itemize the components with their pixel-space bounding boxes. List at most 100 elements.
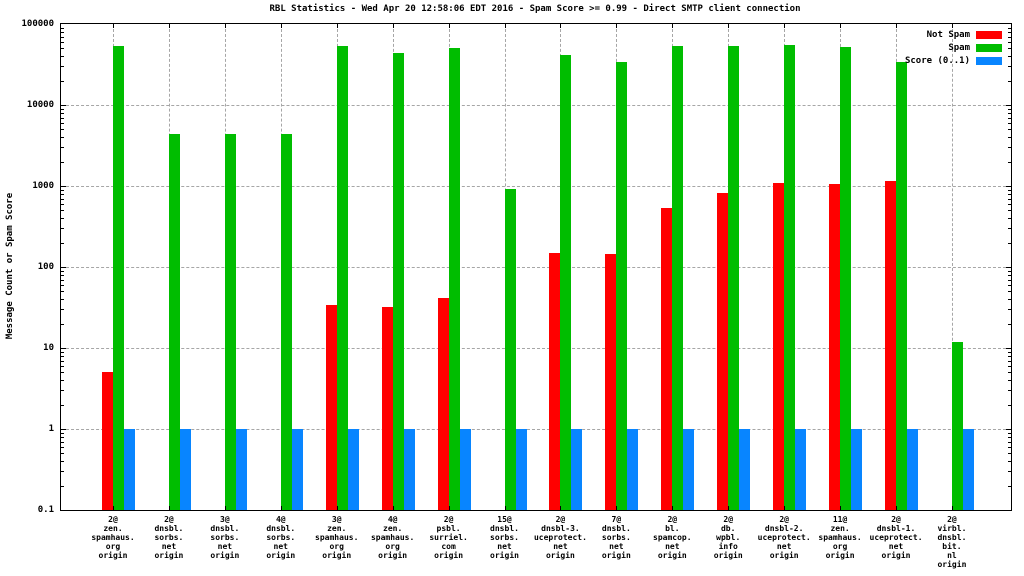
bar-not-spam-13 [773,182,785,510]
bar-not-spam-11 [661,208,673,510]
x-tick-label-11: 2@ bl. spamcop. net origin [653,515,692,560]
bar-not-spam-12 [717,192,729,510]
y-minor-tick-left [61,80,64,82]
y-minor-tick-left [61,31,64,33]
y-minor-tick-right [1008,80,1011,82]
bar-score-4 [291,429,303,510]
bar-score-14 [851,429,863,510]
y-minor-tick-right [1008,380,1011,382]
legend-swatch-not-spam-icon [976,30,1002,39]
x-tick-top-15 [896,24,898,28]
y-minor-tick-right [1008,365,1011,367]
x-tick-top-16 [951,24,953,28]
y-tick-label-100: 100 [37,262,54,272]
y-minor-tick-right [1008,189,1011,191]
y-minor-tick-right [1008,309,1011,311]
y-major-tick-left-10000 [61,105,66,106]
bar-not-spam-7 [437,297,449,510]
y-minor-tick-left [61,137,64,139]
y-minor-tick-left [61,66,64,68]
y-minor-tick-left [61,198,64,200]
y-minor-tick-right [1008,360,1011,362]
y-minor-tick-left [61,441,64,443]
bar-not-spam-6 [381,307,393,510]
y-minor-tick-left [61,218,64,220]
y-minor-tick-right [1008,323,1011,325]
y-minor-tick-left [61,453,64,455]
h-gridline-1000 [61,186,1011,187]
x-tick-top-7 [448,24,450,28]
x-tick-label-16: 2@ virbl. dnsbl. bit. nl origin [937,515,967,569]
x-tick-top-3 [224,24,226,28]
legend-swatch-spam-icon [976,43,1002,52]
bar-spam-6 [392,53,404,510]
x-tick-bottom-15 [896,506,898,510]
y-minor-tick-right [1008,284,1011,286]
legend-item-spam: Spam [905,41,1002,54]
y-minor-tick-right [1008,291,1011,293]
chart-title: RBL Statistics - Wed Apr 20 12:58:06 EDT… [269,4,801,14]
x-tick-top-11 [672,24,674,28]
y-minor-tick-right [1008,372,1011,374]
x-tick-top-9 [560,24,562,28]
y-minor-tick-left [61,48,64,50]
v-gridline-16 [951,24,953,510]
y-tick-label-1000: 1000 [32,181,54,191]
y-minor-tick-right [1008,351,1011,353]
x-tick-bottom-1 [113,506,114,510]
y-tick-label-1: 1 [48,424,54,434]
x-tick-bottom-13 [784,506,786,510]
bar-spam-14 [840,47,852,510]
y-minor-tick-left [61,56,64,58]
legend-item-score: Score (0..1) [905,54,1002,67]
y-minor-tick-right [1008,441,1011,443]
h-gridline-100 [61,267,1011,268]
y-minor-tick-right [1008,390,1011,392]
x-tick-bottom-9 [560,506,562,510]
h-gridline-1 [61,429,1011,430]
x-tick-top-13 [784,24,786,28]
y-tick-label-10: 10 [43,343,54,353]
legend-label-score: Score (0..1) [904,55,970,66]
x-tick-label-14: 11@ zen. spamhaus. org origin [818,515,862,560]
y-minor-tick-right [1008,242,1011,244]
bar-spam-10 [616,61,628,510]
y-minor-tick-left [61,161,64,163]
y-minor-tick-right [1008,453,1011,455]
bar-score-16 [962,429,974,510]
bar-spam-5 [336,46,348,510]
y-minor-tick-left [61,41,64,43]
x-tick-bottom-6 [392,506,394,510]
x-tick-bottom-4 [280,506,282,510]
x-tick-label-3: 3@ dnsbl. sorbs. net origin [210,515,240,560]
legend-label-not-spam: Not Spam [926,29,970,40]
y-major-tick-left-1 [61,429,66,430]
bar-spam-4 [280,133,292,510]
x-tick-bottom-2 [168,506,170,510]
bar-spam-7 [448,48,460,510]
y-major-tick-left-10 [61,348,66,349]
y-minor-tick-right [1008,56,1011,58]
x-tick-bottom-3 [224,506,226,510]
y-minor-tick-left [61,471,64,473]
y-minor-tick-right [1008,299,1011,301]
bar-spam-3 [224,133,236,510]
y-minor-tick-right [1008,198,1011,200]
y-minor-tick-left [61,147,64,149]
y-minor-tick-right [1008,122,1011,124]
y-minor-tick-right [1008,210,1011,212]
legend-item-not-spam: Not Spam [905,28,1002,41]
y-minor-tick-right [1008,161,1011,163]
y-minor-tick-right [1008,461,1011,463]
y-minor-tick-left [61,432,64,434]
x-tick-label-12: 2@ db. wpbl. info origin [713,515,743,560]
y-minor-tick-right [1008,432,1011,434]
bar-score-5 [347,429,359,510]
y-minor-tick-right [1008,203,1011,205]
x-tick-top-10 [616,24,618,28]
x-tick-bottom-16 [951,506,953,510]
x-tick-top-14 [840,24,842,28]
y-minor-tick-right [1008,117,1011,119]
y-minor-tick-right [1008,218,1011,220]
